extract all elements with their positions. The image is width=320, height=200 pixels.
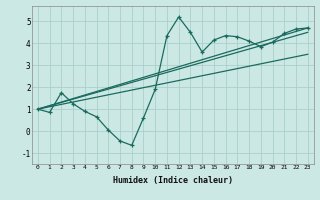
X-axis label: Humidex (Indice chaleur): Humidex (Indice chaleur) <box>113 176 233 185</box>
